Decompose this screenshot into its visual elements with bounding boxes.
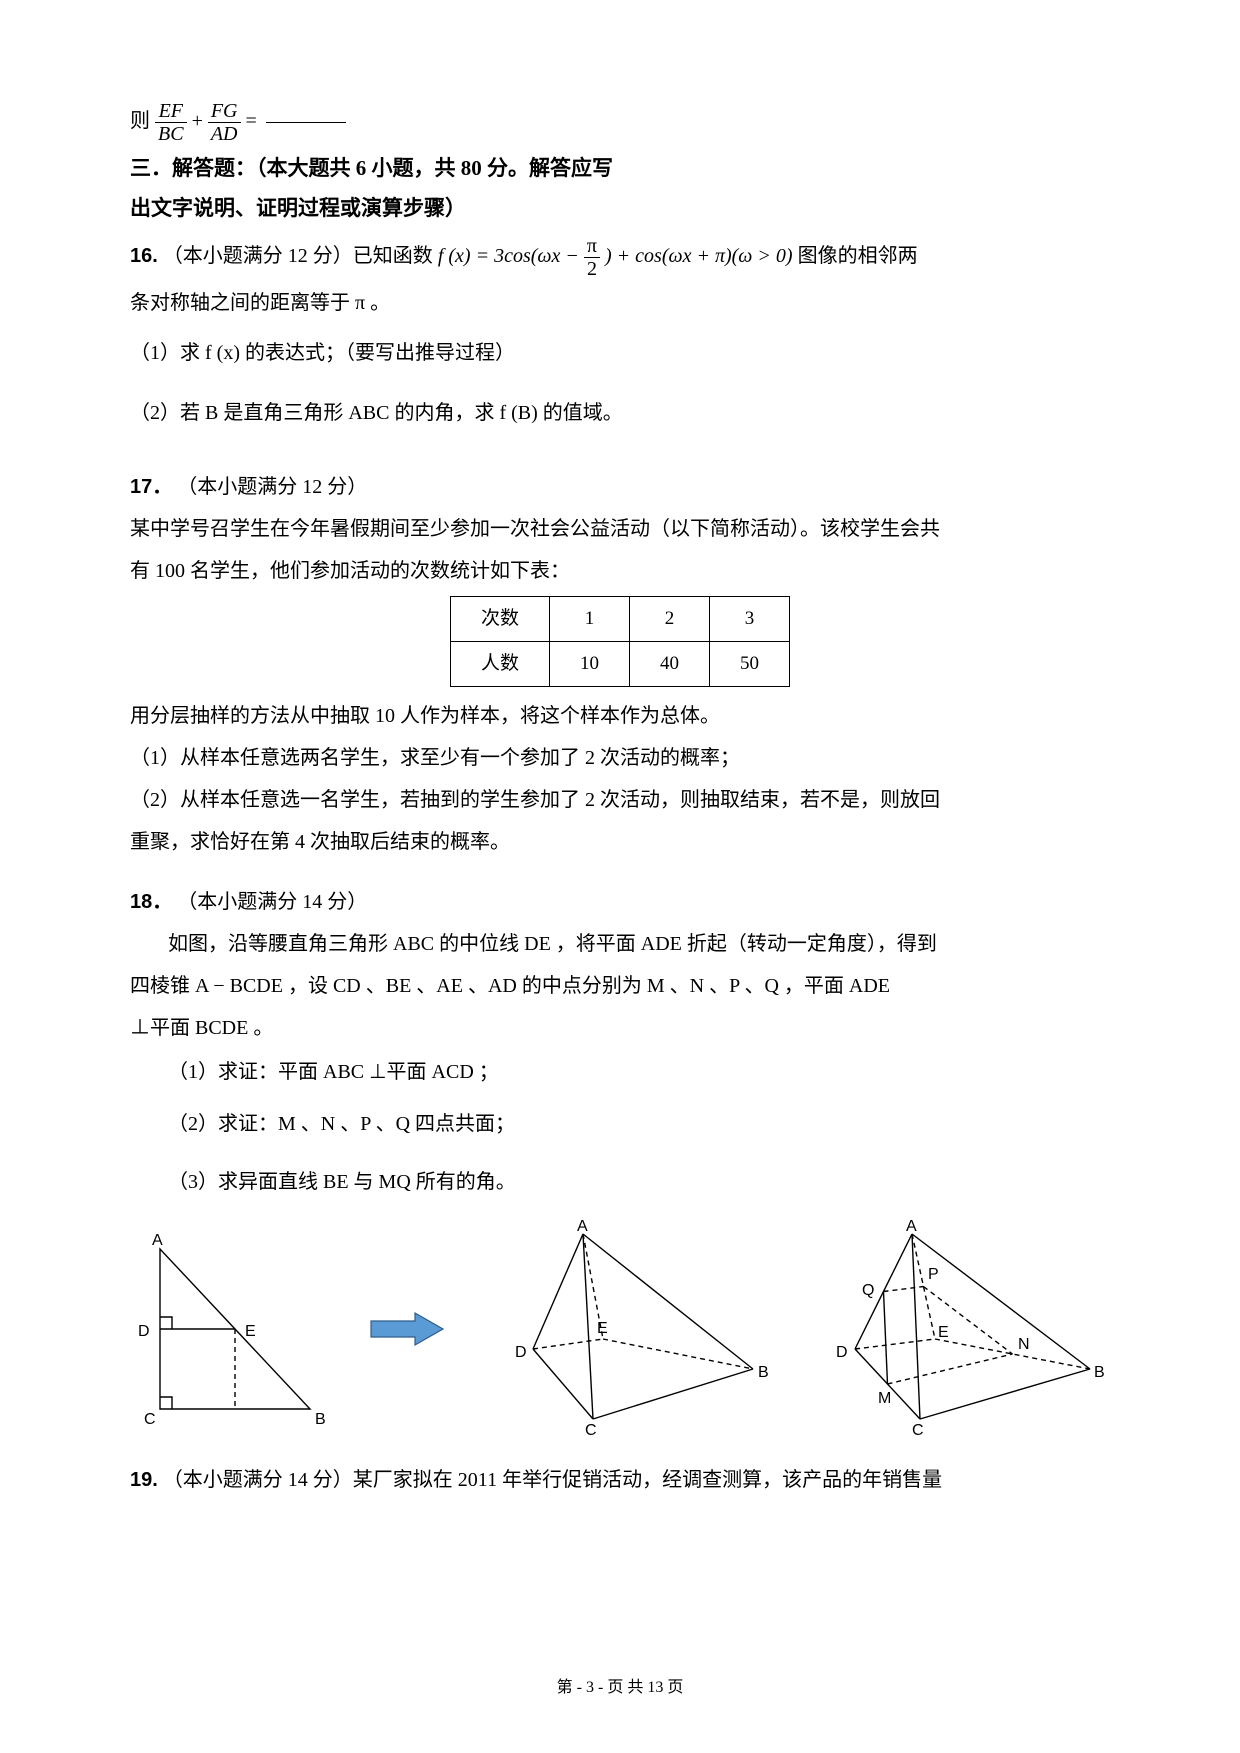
q16-post: 图像的相邻两 bbox=[798, 245, 918, 267]
q16-part2-text: （2）若 B 是直角三角形 ABC 的内角，求 f (B) 的值域。 bbox=[130, 402, 623, 424]
q16-part1: （1）求 f (x) 的表达式；（要写出推导过程） bbox=[130, 334, 1110, 372]
q16-part2: （2）若 B 是直角三角形 ABC 的内角，求 f (B) 的值域。 bbox=[130, 394, 1110, 432]
table-cell: 人数 bbox=[450, 641, 549, 686]
q16-mid: ) + cos(ωx + π)(ω > 0) bbox=[605, 245, 793, 267]
frac-den: BC bbox=[155, 123, 187, 145]
q18-body1: 如图，沿等腰直角三角形 ABC 的中位线 DE ，将平面 ADE 折起（转动一定… bbox=[130, 925, 1110, 963]
q16-part1-text: （1）求 f (x) 的表达式；（要写出推导过程） bbox=[130, 342, 515, 364]
page-footer: 第 - 3 - 页 共 13 页 bbox=[0, 1673, 1240, 1703]
q18-body3: ⊥平面 BCDE 。 bbox=[130, 1009, 1110, 1047]
label-M: M bbox=[878, 1390, 891, 1407]
pi-den: 2 bbox=[584, 258, 600, 280]
blank-underline bbox=[266, 122, 346, 123]
diagram-1: A D E C B bbox=[130, 1229, 340, 1429]
q17-part1: （1）从样本任意选两名学生，求至少有一个参加了 2 次活动的概率； bbox=[130, 739, 1110, 777]
label-B: B bbox=[315, 1411, 326, 1428]
frac-fg-ad: FG AD bbox=[208, 100, 241, 145]
intro-fragment: 则 EF BC + FG AD = bbox=[130, 100, 1110, 145]
table-cell: 10 bbox=[550, 641, 630, 686]
q16-pre: （本小题满分 12 分）已知函数 bbox=[163, 245, 438, 267]
label-Q: Q bbox=[862, 1282, 874, 1299]
label-D: D bbox=[138, 1323, 150, 1340]
q18-part3: （3）求异面直线 BE 与 MQ 所有的角。 bbox=[130, 1163, 1110, 1201]
table-cell: 50 bbox=[710, 641, 790, 686]
label-A: A bbox=[152, 1232, 163, 1249]
label-E: E bbox=[245, 1323, 256, 1340]
intro-prefix: 则 bbox=[130, 110, 155, 132]
q17-body2: 有 100 名学生，他们参加活动的次数统计如下表： bbox=[130, 552, 1110, 590]
q19-num: 19. bbox=[130, 1469, 158, 1491]
q16-line1: 16. （本小题满分 12 分）已知函数 f (x) = 3cos(ωx − π… bbox=[130, 235, 1110, 280]
q18-header-line: 18． （本小题满分 14 分） bbox=[130, 883, 1110, 921]
q19-text: （本小题满分 14 分）某厂家拟在 2011 年举行促销活动，经调查测算，该产品… bbox=[163, 1469, 942, 1491]
label-C: C bbox=[912, 1422, 924, 1439]
label-N: N bbox=[1018, 1336, 1030, 1353]
label-D: D bbox=[515, 1344, 527, 1361]
q18-header: （本小题满分 14 分） bbox=[177, 891, 367, 913]
frac-num: FG bbox=[208, 100, 241, 123]
q17-body1: 某中学号召学生在今年暑假期间至少参加一次社会公益活动（以下简称活动）。该校学生会… bbox=[130, 510, 1110, 548]
label-A: A bbox=[906, 1219, 917, 1235]
diagram-3: A D E C B M N P Q bbox=[800, 1219, 1110, 1439]
q17-table: 次数 1 2 3 人数 10 40 50 bbox=[450, 596, 790, 687]
label-C: C bbox=[585, 1422, 597, 1439]
table-cell: 2 bbox=[630, 596, 710, 641]
q17-part2b: 重聚，求恰好在第 4 次抽取后结束的概率。 bbox=[130, 823, 1110, 861]
q16-fx: f (x) = 3cos(ωx − bbox=[438, 245, 584, 267]
section-3-title-line2: 出文字说明、证明过程或演算步骤） bbox=[130, 189, 1110, 229]
table-cell: 3 bbox=[710, 596, 790, 641]
q18-part1: （1）求证：平面 ABC ⊥平面 ACD ； bbox=[130, 1053, 1110, 1091]
frac-num: EF bbox=[155, 100, 187, 123]
q17-header-line: 17． （本小题满分 12 分） bbox=[130, 468, 1110, 506]
label-E: E bbox=[938, 1324, 949, 1341]
q17-body3: 用分层抽样的方法从中抽取 10 人作为样本，将这个样本作为总体。 bbox=[130, 697, 1110, 735]
table-cell: 1 bbox=[550, 596, 630, 641]
q18-body2: 四棱锥 A − BCDE ，设 CD 、BE 、AE 、AD 的中点分别为 M … bbox=[130, 967, 1110, 1005]
q17-part2a: （2）从样本任意选一名学生，若抽到的学生参加了 2 次活动，则抽取结束，若不是，… bbox=[130, 781, 1110, 819]
section-3-title-line1: 三．解答题：（本大题共 6 小题，共 80 分。解答应写 bbox=[130, 149, 1110, 189]
q17-header: （本小题满分 12 分） bbox=[177, 476, 367, 498]
table-row: 次数 1 2 3 bbox=[450, 596, 789, 641]
pi-half: π 2 bbox=[584, 235, 600, 280]
q17-num: 17． bbox=[130, 476, 172, 498]
q18-diagram-row: A D E C B A D E C B bbox=[130, 1219, 1110, 1439]
q16-num: 16. bbox=[130, 245, 158, 267]
eq-sign: = bbox=[246, 110, 262, 132]
label-B: B bbox=[758, 1364, 769, 1381]
pi-num: π bbox=[584, 235, 600, 258]
label-B: B bbox=[1094, 1364, 1105, 1381]
diagram-2: A D E C B bbox=[473, 1219, 773, 1439]
label-P: P bbox=[928, 1266, 939, 1283]
arrow-icon bbox=[367, 1309, 447, 1349]
label-C: C bbox=[144, 1411, 156, 1428]
label-E: E bbox=[597, 1320, 608, 1337]
q18-part2: （2）求证：M 、N 、P 、Q 四点共面； bbox=[130, 1105, 1110, 1143]
frac-ef-bc: EF BC bbox=[155, 100, 187, 145]
plus-sign: + bbox=[192, 110, 208, 132]
q16-line2: 条对称轴之间的距离等于 π 。 bbox=[130, 284, 1110, 322]
q18-num: 18． bbox=[130, 891, 172, 913]
label-D: D bbox=[836, 1344, 848, 1361]
frac-den: AD bbox=[208, 123, 241, 145]
q19-line: 19. （本小题满分 14 分）某厂家拟在 2011 年举行促销活动，经调查测算… bbox=[130, 1461, 1110, 1499]
table-row: 人数 10 40 50 bbox=[450, 641, 789, 686]
label-A: A bbox=[577, 1219, 588, 1235]
table-cell: 40 bbox=[630, 641, 710, 686]
table-cell: 次数 bbox=[450, 596, 549, 641]
